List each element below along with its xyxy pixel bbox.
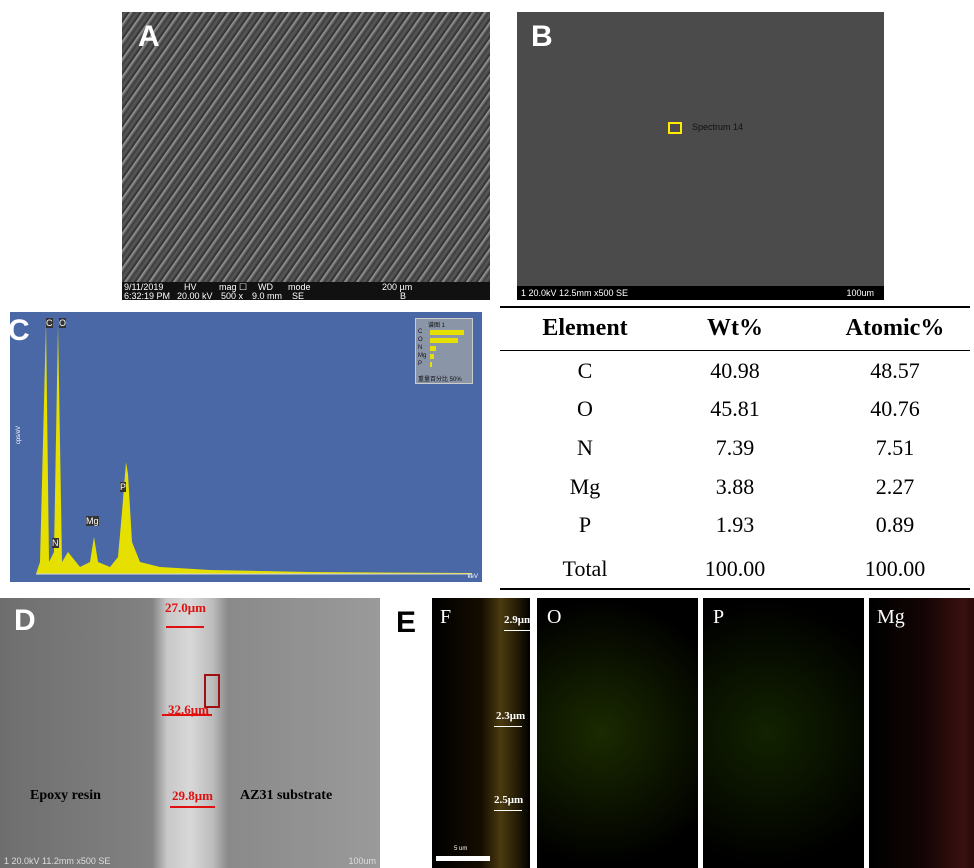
measure-arrow: [170, 806, 215, 808]
eds-map: P: [703, 598, 864, 868]
region-label: Epoxy resin: [30, 788, 101, 804]
legend-bar: [430, 330, 464, 335]
eds-map: Mg: [869, 598, 974, 868]
panel-label: D: [14, 604, 36, 638]
peak-label: P: [120, 482, 126, 492]
map-element: P: [713, 606, 724, 629]
footer: 1 20.0kV 11.2mm x500 SE: [4, 856, 110, 866]
table-cell: 48.57: [870, 358, 920, 384]
scale: 100um: [348, 856, 376, 866]
measurement: 2.5μm: [494, 794, 523, 806]
map-element: F: [440, 606, 451, 629]
peak-label: N: [52, 538, 59, 548]
table-header: Wt%: [707, 315, 763, 342]
mag: 500 x: [221, 291, 243, 300]
region-box: [204, 674, 220, 708]
table-header: Element: [542, 315, 627, 342]
table-cell: 40.76: [870, 396, 920, 422]
measurement: 2.3μm: [496, 710, 525, 722]
measurement: 29.8μm: [172, 788, 213, 804]
panel-label: A: [138, 20, 160, 54]
measure-arrow: [166, 626, 204, 628]
table-cell: N: [577, 435, 593, 461]
annotation: Spectrum 14: [692, 122, 743, 132]
legend-item: Mg: [418, 353, 426, 359]
table-cell: 1.93: [716, 512, 755, 538]
table-cell: O: [577, 396, 593, 422]
figure: A 9/11/2019 6:32:19 PM HV 20.00 kV mag ☐…: [0, 0, 974, 868]
peak-label: Mg: [86, 516, 99, 526]
scale-bar: [436, 856, 490, 861]
measurement: 2.9μm: [504, 614, 530, 626]
sem-image-b: B Spectrum 14 1 20.0kV 12.5mm x500 SE 10…: [517, 12, 884, 300]
measurement: 32.6μm: [168, 702, 209, 718]
legend-bar: [430, 346, 436, 351]
table-cell: 7.39: [716, 435, 755, 461]
legend-item: P: [418, 361, 422, 367]
table-cell: 100.00: [865, 556, 926, 582]
detector: B: [400, 291, 406, 300]
legend-item: N: [418, 345, 422, 351]
legend-item: O: [418, 337, 423, 343]
table-header: Atomic%: [846, 315, 945, 342]
eds-map: F 2.9μm 2.3μm 2.5μm 5 um: [432, 598, 530, 868]
scale: 100um: [846, 288, 874, 298]
table-cell: 40.98: [710, 358, 760, 384]
composition-table: Element Wt% Atomic% C 40.98 48.57 O 45.81 40.76 N…: [500, 306, 970, 592]
eds-map: O: [537, 598, 698, 868]
x-axis-label: keV: [468, 574, 478, 580]
legend-bar: [430, 354, 434, 359]
measure-arrow: [494, 726, 522, 727]
legend-bar: [430, 362, 432, 367]
rule: [500, 306, 970, 308]
peak-label: C: [46, 318, 53, 328]
scale: 5 um: [454, 846, 467, 852]
spectrum-plot: [10, 312, 482, 582]
map-element: O: [547, 606, 561, 629]
table-cell: Mg: [570, 474, 601, 500]
legend-footer: 重量百分比 50%: [418, 374, 462, 383]
y-axis-label: cps/eV: [16, 426, 22, 444]
sem-image-a: A 9/11/2019 6:32:19 PM HV 20.00 kV mag ☐…: [122, 12, 490, 300]
table-cell: C: [578, 358, 593, 384]
map-element: Mg: [877, 606, 905, 629]
table-cell: 3.88: [716, 474, 755, 500]
table-cell: P: [579, 512, 591, 538]
legend-bar: [430, 338, 458, 343]
spectrum-trace: [36, 322, 472, 574]
panel-label: E: [396, 606, 416, 640]
panel-label: B: [531, 20, 553, 54]
sem-cross-section: D 27.0μm 32.6μm 29.8μm Epoxy resin AZ31 …: [0, 598, 380, 868]
mode: SE: [292, 291, 304, 300]
measure-arrow: [504, 630, 530, 631]
measure-arrow: [494, 810, 522, 811]
peak-label: O: [59, 318, 66, 328]
time: 6:32:19 PM: [124, 291, 170, 300]
rule: [500, 588, 970, 590]
wd: 9.0 mm: [252, 291, 282, 300]
spectrum-box: [668, 122, 682, 134]
measurement: 27.0μm: [165, 600, 206, 616]
info-bar: 1 20.0kV 12.5mm x500 SE 100um: [517, 286, 884, 300]
table-cell: 2.27: [876, 474, 915, 500]
region-label: AZ31 substrate: [240, 788, 332, 804]
table-cell: Total: [563, 556, 608, 582]
info-bar: 9/11/2019 6:32:19 PM HV 20.00 kV mag ☐ 5…: [122, 282, 490, 300]
legend-title: 谱图 1: [428, 320, 445, 329]
hv: 20.00 kV: [177, 291, 213, 300]
rule: [500, 350, 970, 351]
scale: 200 µm: [382, 282, 412, 292]
legend-item: C: [418, 329, 422, 335]
table-cell: 45.81: [710, 396, 760, 422]
table-cell: 7.51: [876, 435, 915, 461]
table-cell: 0.89: [876, 512, 915, 538]
footer: 1 20.0kV 12.5mm x500 SE: [521, 288, 628, 298]
table-cell: 100.00: [705, 556, 766, 582]
panel-label: C: [10, 314, 30, 348]
